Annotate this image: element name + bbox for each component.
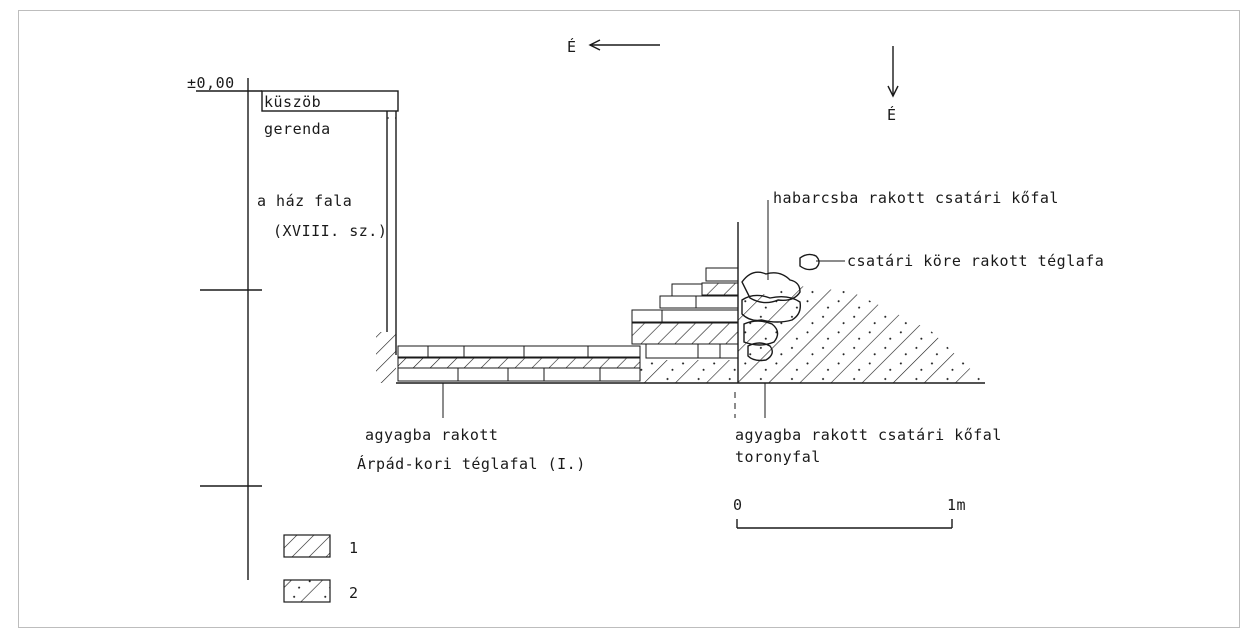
north-marker-top-label: É <box>567 37 577 56</box>
label-agyagba-brick: agyagba rakott <box>365 426 498 444</box>
north-marker-side-label: É <box>887 105 897 124</box>
label-csatari-kore: csatári köre rakott téglafa <box>847 252 1104 270</box>
label-agyagba-stone: agyagba rakott csatári kőfal <box>735 426 1002 444</box>
label-kuszob: küszöb <box>264 93 321 111</box>
brick-wall-arpad <box>397 345 641 382</box>
wall-fill-hatch <box>376 332 396 383</box>
label-arpad-brick: Árpád-kori téglafal (I.) <box>357 454 586 473</box>
legend-swatch-2 <box>283 579 331 603</box>
level-label: ±0,00 <box>187 74 235 92</box>
scale-bar: 0 1m <box>733 496 966 529</box>
stepped-brick-wall <box>631 267 739 359</box>
label-xviii: (XVIII. sz.) <box>273 222 387 240</box>
tower-wall-stones <box>734 222 802 418</box>
scale-start: 0 <box>733 496 743 514</box>
label-gerenda: gerenda <box>264 120 331 138</box>
house-wall <box>261 90 399 355</box>
legend-num-2: 2 <box>349 584 359 602</box>
north-arrow-side: É <box>887 46 899 124</box>
ground-hatch <box>640 286 985 383</box>
level-axis: ±0,00 <box>187 74 262 580</box>
scale-end: 1m <box>947 496 966 514</box>
legend: 1 2 <box>283 534 359 603</box>
drawing-frame <box>18 10 1240 628</box>
separate-stone <box>799 253 845 271</box>
label-toronyfal: toronyfal <box>735 448 821 466</box>
label-habarcsba: habarcsba rakott csatári kőfal <box>773 189 1059 207</box>
label-haz-fala: a ház fala <box>257 192 352 210</box>
legend-swatch-1 <box>283 534 331 558</box>
north-arrow-top: É <box>567 37 660 56</box>
legend-num-1: 1 <box>349 539 359 557</box>
